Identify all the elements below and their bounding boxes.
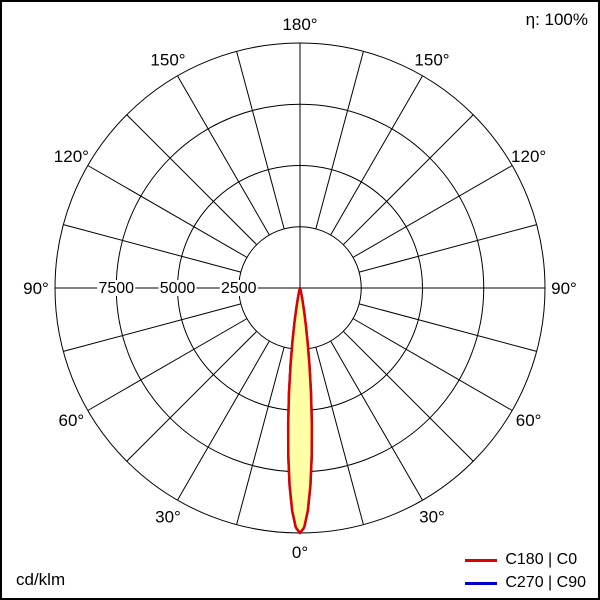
- tick-label-bg: [97, 280, 136, 296]
- grid-radial-line: [63, 303, 241, 352]
- radial-tick-label: 2500: [221, 280, 257, 297]
- efficiency-label: η: 100%: [525, 10, 588, 29]
- angle-label: 120°: [54, 147, 89, 166]
- grid-radial-line: [330, 75, 423, 236]
- grid-radial-line: [352, 318, 513, 411]
- intensity-curve-c180-c0: [286, 286, 314, 535]
- angle-label: 150°: [414, 50, 449, 69]
- tick-label-bg: [219, 280, 258, 296]
- grid-radial-line: [236, 51, 285, 229]
- legend-item-c180-c0[interactable]: C180 | C0: [465, 551, 586, 569]
- radial-tick-label: 5000: [160, 280, 196, 297]
- grid-radial-line: [126, 114, 258, 246]
- angle-label: 180°: [282, 15, 317, 34]
- grid-radial-line: [236, 347, 285, 525]
- grid-radial-line: [87, 165, 248, 258]
- legend-label-c270-c90: C270 | C90: [505, 574, 586, 591]
- angle-label: 30°: [419, 508, 445, 527]
- grid-radial-line: [330, 340, 423, 501]
- angle-label: 30°: [155, 508, 181, 527]
- legend: C180 | C0 C270 | C90: [465, 551, 586, 592]
- grid-radial-line: [87, 318, 248, 411]
- grid-radial-line: [315, 347, 364, 525]
- unit-label: cd/klm: [16, 570, 66, 589]
- angle-label: 60°: [516, 411, 542, 430]
- legend-item-c270-c90[interactable]: C270 | C90: [465, 574, 586, 592]
- tick-label-bg: [158, 280, 197, 296]
- angle-label: 60°: [59, 411, 85, 430]
- angle-label: 150°: [150, 50, 185, 69]
- angle-label: 90°: [23, 279, 49, 298]
- grid-radial-line: [177, 75, 270, 236]
- grid-radial-line: [342, 114, 474, 246]
- grid-radial-line: [63, 224, 241, 273]
- grid-radial-line: [359, 224, 537, 273]
- grid-radial-line: [126, 330, 258, 462]
- legend-line-blue-icon: [465, 581, 498, 585]
- grid-radial-line: [359, 303, 537, 352]
- angle-label: 120°: [511, 147, 546, 166]
- legend-line-red-icon: [465, 558, 498, 562]
- legend-label-c180-c0: C180 | C0: [505, 551, 578, 568]
- radial-tick-label: 7500: [98, 280, 134, 297]
- grid-radial-line: [342, 330, 474, 462]
- angle-label: 90°: [551, 279, 577, 298]
- angle-label: 0°: [292, 543, 308, 562]
- grid-radial-line: [315, 51, 364, 229]
- grid-radial-line: [177, 340, 270, 501]
- grid-radial-line: [352, 165, 513, 258]
